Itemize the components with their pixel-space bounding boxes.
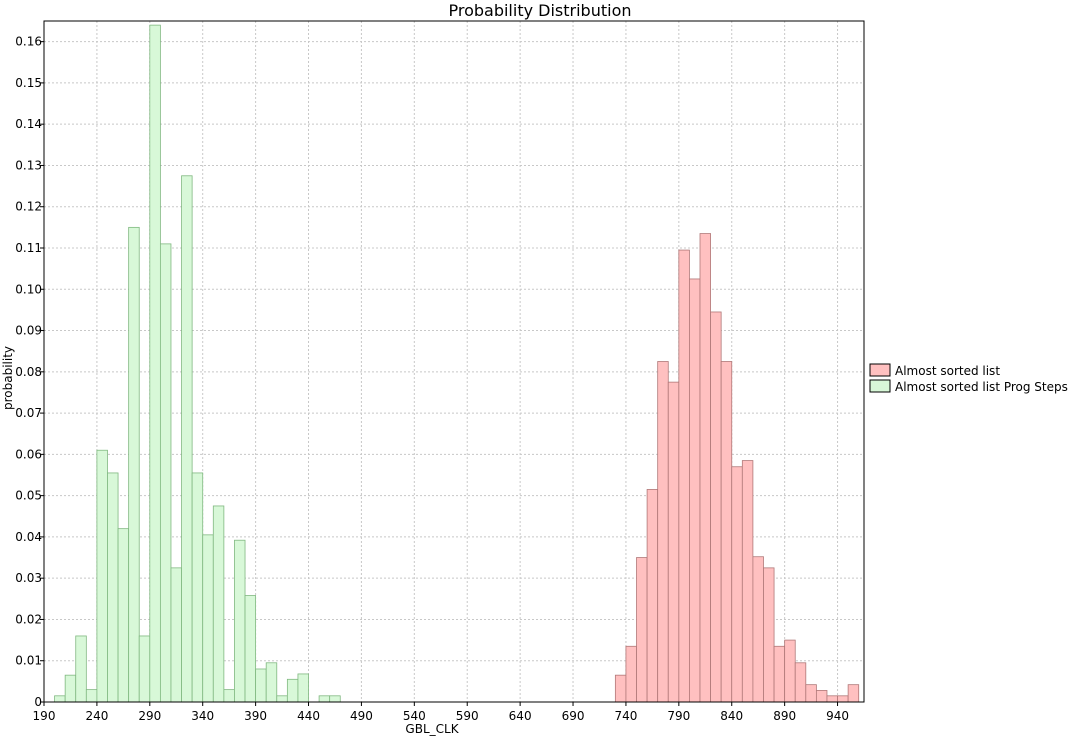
bar-series-0 [646,489,659,703]
legend-swatch [869,363,891,377]
bar-series-0 [720,361,733,703]
x-tick-label: 840 [720,709,743,723]
bar-series-0 [752,556,764,703]
bar-series-0 [826,695,838,703]
bar-series-1 [276,695,288,703]
y-tick-label: 0.12 [15,200,42,214]
y-tick-label: 0.09 [15,324,42,338]
y-tick-label: 0.16 [15,35,42,49]
bar-series-0 [667,381,680,703]
y-tick-label: 0.03 [15,571,42,585]
bar-series-1 [318,695,331,703]
x-tick-labels: 190 240 290 340 390 440 490 540 590 640 690 740 790 8… [33,702,849,723]
y-axis-label: probability [1,346,15,410]
y-tick-label: 0.07 [15,406,42,420]
bar-series-1 [117,528,130,703]
x-tick-label: 390 [244,709,267,723]
bar-series-0 [699,233,711,703]
y-tick-label: 0.14 [15,117,42,131]
bar-series-0 [847,684,860,703]
y-tick-label: 0.05 [15,489,42,503]
y-tick-label: 0.11 [15,241,42,255]
bars-layer [54,24,860,703]
legend-label: Almost sorted list Prog Steps [895,380,1068,394]
y-tick-label: 0.01 [15,654,42,668]
bar-series-0 [710,311,722,703]
x-tick-label: 590 [456,709,479,723]
bar-series-1 [75,635,87,703]
bar-series-0 [741,460,754,703]
bar-series-1 [107,472,119,703]
plot-frame [43,20,865,703]
bar-series-0 [773,645,786,703]
bar-series-0 [678,249,690,703]
bar-series-1 [223,689,235,703]
x-tick-label: 290 [138,709,161,723]
bar-series-0 [625,645,637,703]
bar-series-1 [255,668,267,703]
x-tick-label: 190 [33,709,56,723]
x-tick-label: 540 [403,709,426,723]
bar-series-1 [96,449,108,703]
legend-swatch [869,379,891,393]
y-tick-label: 0.02 [15,612,42,626]
x-tick-label: 790 [667,709,690,723]
bar-series-0 [636,557,648,703]
bar-series-1 [181,175,193,703]
bar-series-1 [191,472,204,703]
y-tick-label: 0.10 [15,282,42,296]
x-tick-label: 340 [191,709,214,723]
bar-series-1 [64,674,77,703]
bar-series-1 [128,226,140,703]
bar-series-0 [614,674,627,703]
legend: Almost sorted list Almost sorted list Pro… [869,363,1068,394]
bar-series-1 [244,595,257,703]
y-tick-label: 0.04 [15,530,42,544]
y-tick-label: 0.08 [15,365,42,379]
x-tick-label: 440 [297,709,320,723]
x-tick-label: 490 [350,709,373,723]
y-tick-label: 0.13 [15,158,42,172]
bar-series-0 [815,690,828,703]
bar-series-0 [784,639,796,703]
bar-series-1 [234,539,246,703]
bar-series-1 [149,24,161,703]
bar-series-1 [85,689,98,703]
bar-series-0 [689,278,701,703]
bar-series-1 [170,567,182,703]
bar-series-1 [329,695,341,703]
y-tick-label: 0.15 [15,76,42,90]
bar-series-1 [138,635,151,703]
y-tick-labels: 0 0.01 0.02 0.03 0.04 0.05 0.06 0.07 0.08 0.09 0.1… [15,35,44,709]
chart-title: Probability Distribution [448,1,631,20]
y-tick-label: 0.06 [15,447,42,461]
bar-series-1 [159,243,172,703]
bar-series-0 [763,567,775,703]
y-tick-label: 0 [34,695,42,709]
bar-series-0 [731,466,743,703]
x-tick-label: 940 [826,709,849,723]
legend-label: Almost sorted list [895,364,1000,378]
x-tick-label: 690 [562,709,585,723]
bar-series-1 [265,662,278,703]
bar-series-1 [286,678,299,703]
bar-series-0 [805,684,817,703]
bar-series-1 [297,673,309,703]
x-tick-label: 640 [509,709,532,723]
bar-series-1 [54,695,66,703]
bar-series-0 [794,662,807,703]
x-tick-label: 890 [773,709,796,723]
bar-series-0 [657,361,669,703]
bar-series-1 [202,534,214,703]
bar-series-0 [837,695,849,703]
x-tick-label: 240 [85,709,108,723]
x-axis-label: GBL_CLK [405,722,459,736]
bar-series-1 [212,505,225,703]
x-tick-label: 740 [614,709,637,723]
